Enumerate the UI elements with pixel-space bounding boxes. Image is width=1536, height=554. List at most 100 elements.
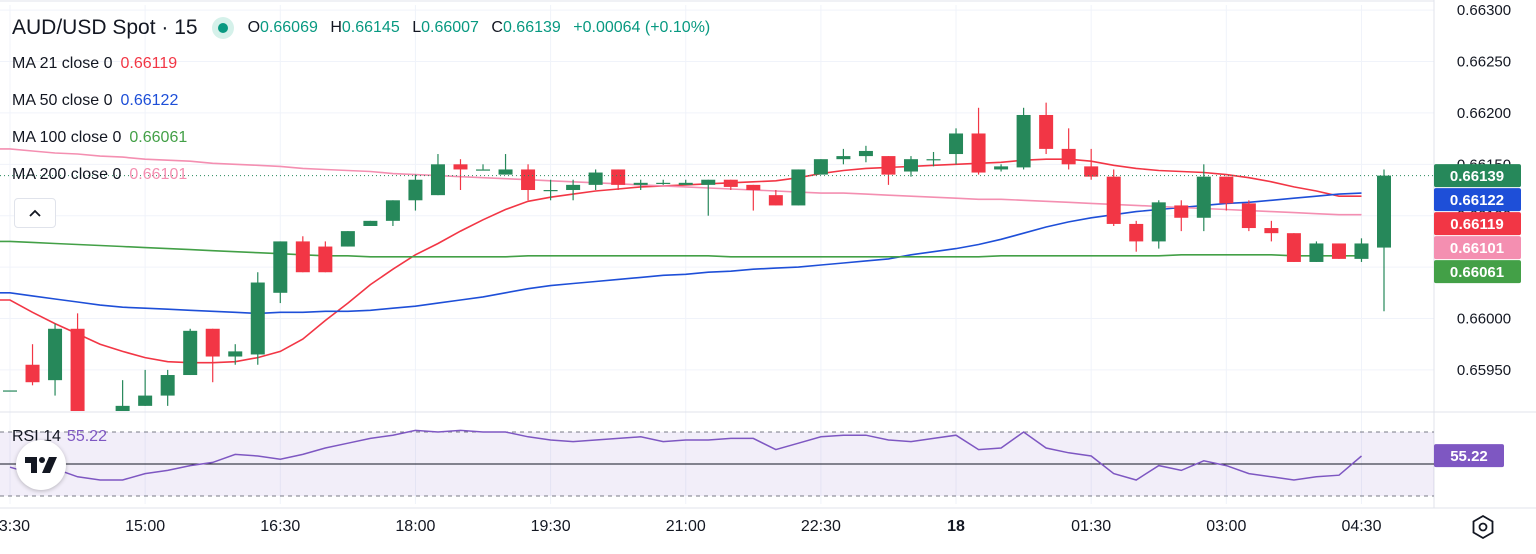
- candle-body: [228, 351, 243, 357]
- price-label-text: 0.66122: [1450, 192, 1504, 209]
- candle-body: [949, 133, 964, 155]
- tradingview-logo-icon[interactable]: [16, 440, 66, 490]
- candle-body: [926, 159, 941, 161]
- chart-settings-icon[interactable]: [1470, 514, 1496, 540]
- candle-body: [430, 164, 445, 196]
- price-label-box: [1434, 188, 1521, 212]
- price-tick-label: 0.65950: [1457, 362, 1511, 379]
- candle-body: [70, 328, 85, 411]
- rsi-value-label: 55.22: [1450, 448, 1488, 465]
- ma21-legend[interactable]: MA 21 close 0 0.66119: [12, 55, 177, 73]
- candle-body: [498, 169, 513, 175]
- close-value: 0.66139: [502, 19, 561, 36]
- candle-body: [1241, 203, 1256, 229]
- candle-body: [1039, 114, 1054, 149]
- candle-body: [1377, 175, 1391, 248]
- tv-logo-mark: [25, 457, 57, 473]
- ma200-legend[interactable]: MA 200 close 0 0.66101: [12, 166, 187, 184]
- market-open-status-icon: [211, 17, 234, 39]
- candle-body: [115, 405, 130, 411]
- candle-body: [746, 184, 761, 191]
- ma21-value: 0.66119: [120, 55, 178, 72]
- price-tick-label: 0.66000: [1457, 310, 1511, 327]
- candle-body: [903, 159, 918, 172]
- price-tick-label: 0.66300: [1457, 2, 1511, 19]
- time-tick-label: 21:00: [666, 518, 706, 535]
- low-value: 0.66007: [421, 19, 479, 36]
- candle-body: [881, 156, 896, 175]
- candle-body: [656, 182, 671, 185]
- candle-body: [1084, 166, 1099, 177]
- price-label-text: 0.66119: [1450, 216, 1503, 233]
- candle-body: [183, 330, 198, 376]
- time-tick-label: 16:30: [260, 518, 300, 535]
- ma200-label: MA 200 close 0: [12, 166, 122, 183]
- ma21-label: MA 21 close 0: [12, 55, 113, 72]
- candle-body: [1061, 148, 1076, 165]
- candle-body: [205, 328, 220, 357]
- ohlc-values: O0.66069 H0.66145 L0.66007 C0.66139 +0.0…: [247, 19, 711, 36]
- ma50-legend[interactable]: MA 50 close 0 0.66122: [12, 92, 178, 110]
- price-label-box: [1434, 236, 1521, 260]
- price-label-box: [1434, 212, 1521, 236]
- price-tick-label: 0.66200: [1457, 105, 1511, 122]
- candle-body: [521, 169, 536, 191]
- candle-body: [1196, 176, 1211, 218]
- candle-body: [273, 241, 288, 293]
- candle-body: [1264, 228, 1279, 234]
- ma-line-3: [0, 148, 1362, 216]
- rsi-value: 55.22: [66, 428, 107, 445]
- ma100-legend[interactable]: MA 100 close 0 0.66061: [12, 129, 187, 147]
- candle-body: [408, 179, 423, 201]
- candle-body: [1286, 233, 1301, 262]
- price-label-text: 0.66101: [1450, 240, 1504, 257]
- ma-line-2: [0, 240, 1362, 258]
- candle-body: [476, 169, 491, 171]
- symbol-title[interactable]: AUD/USD Spot · 15: [12, 16, 198, 39]
- time-tick-label: 18: [947, 518, 965, 535]
- candle-body: [1151, 202, 1166, 242]
- candle-body: [25, 364, 40, 383]
- candle-body: [385, 200, 400, 221]
- rsi-value-box: [1434, 444, 1504, 468]
- candle-body: [250, 282, 265, 355]
- candle-body: [813, 159, 828, 175]
- price-label-box: [1434, 260, 1521, 284]
- candle-body: [701, 179, 716, 185]
- candle-body: [3, 390, 17, 392]
- candle-body: [768, 195, 783, 206]
- chevron-up-icon: [29, 209, 41, 217]
- time-tick-label: 01:30: [1071, 518, 1111, 535]
- price-label-text: 0.66061: [1450, 264, 1504, 281]
- candle-body: [363, 220, 378, 226]
- high-value: 0.66145: [341, 19, 400, 36]
- candle-body: [678, 182, 693, 185]
- price-label-box: [1434, 164, 1521, 188]
- candle-body: [543, 190, 558, 192]
- candle-body: [633, 182, 648, 185]
- open-value: 0.66069: [260, 19, 318, 36]
- ma100-value: 0.66061: [129, 129, 188, 146]
- ma100-label: MA 100 close 0: [12, 129, 122, 146]
- candle-body: [858, 150, 873, 157]
- candle-body: [1309, 243, 1324, 262]
- time-tick-label: 18:00: [395, 518, 435, 535]
- collapse-indicators-button[interactable]: [14, 198, 56, 228]
- candle-body: [1219, 176, 1234, 204]
- candle-body: [611, 169, 626, 185]
- price-pane: [0, 102, 1391, 411]
- ma-line-0: [0, 158, 1362, 364]
- ma200-value: 0.66101: [129, 166, 188, 183]
- symbol-header: AUD/USD Spot · 15 O0.66069 H0.66145 L0.6…: [12, 14, 718, 42]
- change-value: +0.00064 (+0.10%): [573, 19, 711, 36]
- time-tick-label: 13:30: [0, 518, 30, 535]
- rsi-line: [9, 429, 1362, 481]
- price-tick-label: 0.66250: [1457, 54, 1511, 71]
- candle-body: [295, 241, 310, 273]
- time-tick-label: 19:30: [531, 518, 571, 535]
- candle-body: [791, 169, 806, 206]
- candle-body: [160, 375, 175, 396]
- candle-body: [971, 133, 986, 173]
- candle-body: [453, 164, 468, 170]
